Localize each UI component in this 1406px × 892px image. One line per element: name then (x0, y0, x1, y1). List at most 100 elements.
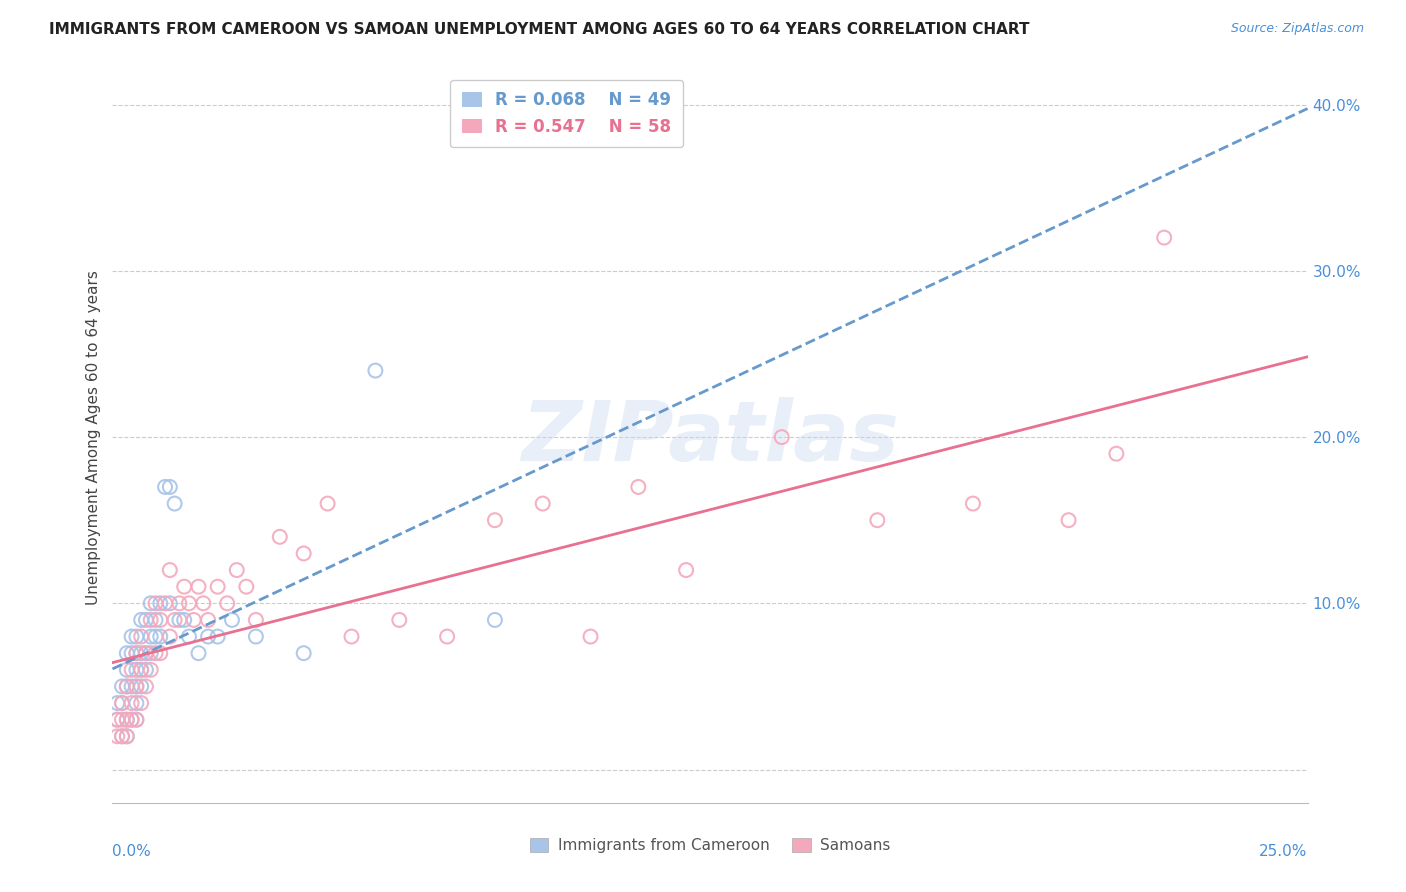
Point (221, 613, 243, 627)
Point (135, 663, 157, 677)
Point (139, 646, 162, 660)
Point (1153, 230, 1175, 244)
Point (139, 663, 162, 677)
Text: 25.0%: 25.0% (1260, 845, 1308, 860)
Point (316, 497, 339, 511)
Point (163, 613, 186, 627)
Point (1105, 447, 1128, 461)
Point (111, 713, 134, 727)
Point (675, 563, 697, 577)
Point (111, 680, 134, 694)
Point (436, 630, 458, 644)
Point (159, 630, 181, 644)
Point (125, 646, 148, 660)
Point (292, 646, 315, 660)
Point (153, 480, 176, 494)
Point (129, 663, 152, 677)
Point (163, 497, 186, 511)
Point (770, 430, 793, 444)
Point (245, 630, 267, 644)
Point (115, 646, 138, 660)
Point (173, 613, 195, 627)
Y-axis label: Unemployment Among Ages 60 to 64 years: Unemployment Among Ages 60 to 64 years (86, 269, 101, 605)
Point (187, 646, 209, 660)
Point (197, 630, 219, 644)
Point (149, 630, 172, 644)
Point (292, 546, 315, 560)
Point (627, 480, 650, 494)
Point (105, 713, 128, 727)
Point (121, 630, 143, 644)
Point (139, 630, 162, 644)
Point (135, 646, 157, 660)
Point (388, 613, 411, 627)
Point (145, 630, 167, 644)
Point (111, 696, 134, 710)
Point (173, 580, 195, 594)
Text: IMMIGRANTS FROM CAMEROON VS SAMOAN UNEMPLOYMENT AMONG AGES 60 TO 64 YEARS CORREL: IMMIGRANTS FROM CAMEROON VS SAMOAN UNEMP… (49, 22, 1029, 37)
Point (169, 613, 191, 627)
Point (484, 613, 506, 627)
Point (159, 480, 181, 494)
Point (153, 596, 176, 610)
Point (125, 696, 148, 710)
Point (364, 363, 387, 377)
Point (197, 613, 219, 627)
Point (111, 729, 134, 743)
Point (121, 696, 143, 710)
Point (111, 729, 134, 743)
Point (531, 497, 554, 511)
Point (139, 596, 162, 610)
Legend: Immigrants from Cameroon, Samoans: Immigrants from Cameroon, Samoans (523, 830, 897, 861)
Point (159, 563, 181, 577)
Point (111, 696, 134, 710)
Point (125, 663, 148, 677)
Point (149, 596, 172, 610)
Point (145, 646, 167, 660)
Point (183, 613, 205, 627)
Point (115, 663, 138, 677)
Point (207, 580, 229, 594)
Point (149, 646, 172, 660)
Point (135, 646, 157, 660)
Point (866, 513, 889, 527)
Point (115, 680, 138, 694)
Point (269, 530, 291, 544)
Point (145, 596, 167, 610)
Point (125, 713, 148, 727)
Text: ZIPatlas: ZIPatlas (522, 397, 898, 477)
Point (129, 663, 152, 677)
Point (217, 596, 239, 610)
Point (177, 596, 200, 610)
Point (115, 713, 138, 727)
Point (340, 630, 363, 644)
Point (125, 646, 148, 660)
Point (115, 713, 138, 727)
Point (115, 680, 138, 694)
Point (129, 630, 152, 644)
Point (245, 613, 267, 627)
Point (121, 713, 143, 727)
Point (105, 729, 128, 743)
Point (145, 613, 167, 627)
Point (135, 613, 157, 627)
Point (129, 696, 152, 710)
Point (125, 680, 148, 694)
Point (115, 729, 138, 743)
Text: Source: ZipAtlas.com: Source: ZipAtlas.com (1230, 22, 1364, 36)
Point (193, 596, 215, 610)
Point (125, 713, 148, 727)
Point (121, 713, 143, 727)
Point (129, 646, 152, 660)
Point (177, 630, 200, 644)
Point (115, 729, 138, 743)
Point (159, 596, 181, 610)
Point (125, 630, 148, 644)
Point (1057, 513, 1080, 527)
Point (129, 613, 152, 627)
Point (125, 680, 148, 694)
Point (962, 497, 984, 511)
Point (484, 513, 506, 527)
Point (121, 646, 143, 660)
Text: 0.0%: 0.0% (112, 845, 152, 860)
